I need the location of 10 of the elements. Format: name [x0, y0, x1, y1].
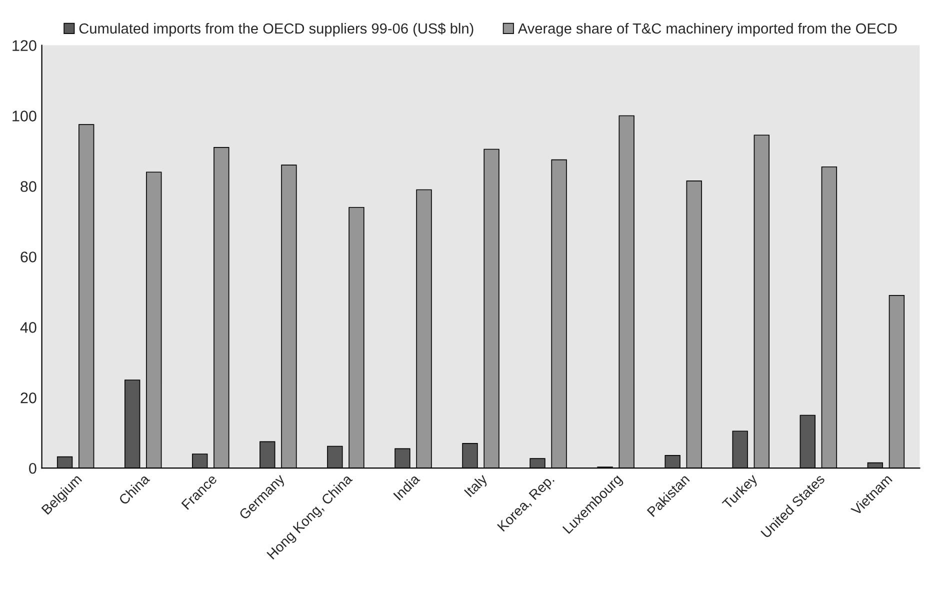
y-tick-label: 20	[20, 392, 36, 404]
y-tick-label: 100	[12, 110, 36, 122]
y-tick-label: 80	[20, 181, 36, 192]
y-tick-label: 40	[20, 322, 36, 333]
y-tick-label: 120	[12, 40, 36, 51]
x-tick-label: Italy	[464, 472, 490, 500]
legend-label: Cumulated imports from the OECD suppliers 99-06 (US$ bln)	[79, 22, 474, 37]
y-tick-label: 0	[29, 462, 36, 474]
legend-label: Average share of T&C machinery imported from the OECD	[518, 22, 897, 37]
y-tick-label: 60	[20, 252, 36, 262]
